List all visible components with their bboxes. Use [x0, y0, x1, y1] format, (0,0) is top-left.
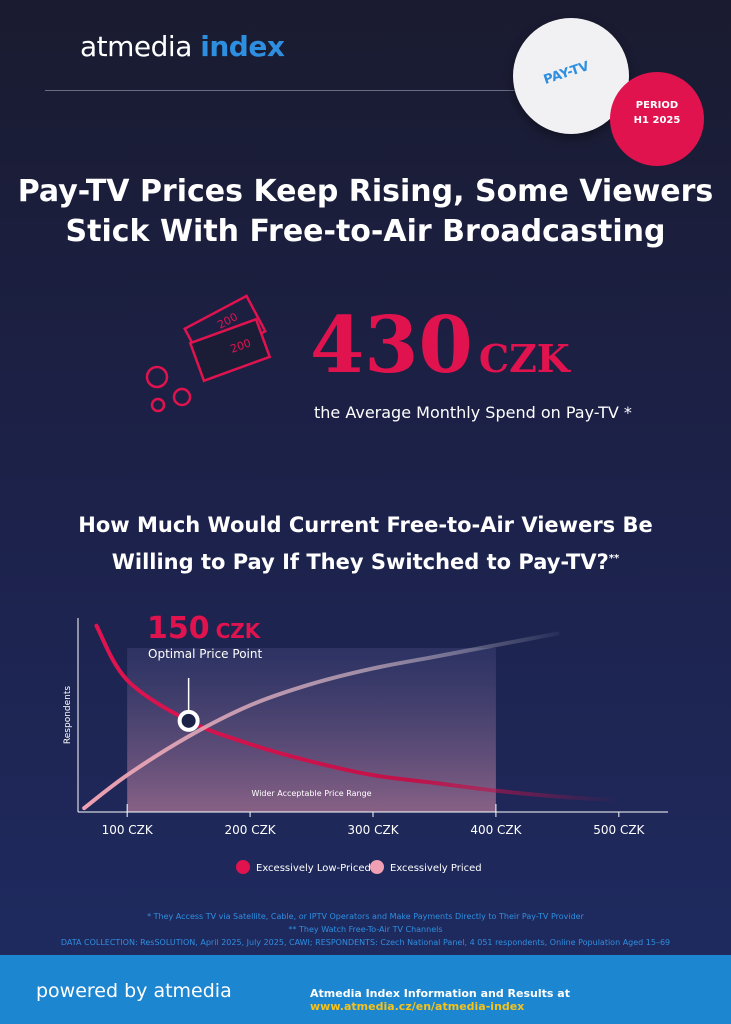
- highlight-caption: the Average Monthly Spend on Pay-TV *: [314, 403, 632, 422]
- optimal-number: 150: [147, 611, 210, 646]
- acceptable-range: [127, 648, 496, 812]
- highlight-value: 430: [310, 300, 473, 391]
- x-tick-label: 400 CZK: [470, 823, 522, 837]
- legend-swatch: [236, 860, 250, 874]
- y-axis-label: Respondents: [63, 686, 73, 744]
- badge-text: PAY-TV: [541, 59, 592, 88]
- footer-link[interactable]: www.atmedia.cz/en/atmedia-index: [310, 1000, 525, 1013]
- money-icon: 200 200: [145, 294, 272, 413]
- info-text: Atmedia Index Information and Results at: [310, 987, 570, 1000]
- optimal-unit: CZK: [216, 619, 262, 643]
- footnote: DATA COLLECTION: ResSOLUTION, April 2025…: [60, 938, 671, 947]
- series-line: [82, 631, 560, 811]
- highlight: 430 CZK: [310, 300, 570, 391]
- powered-by: powered by atmedia: [36, 980, 232, 1002]
- period-label: PERIOD: [635, 100, 679, 111]
- divider: [45, 90, 525, 91]
- logo: atmedia index: [80, 30, 285, 63]
- legend-label: Excessively Low-Priced: [256, 863, 371, 874]
- period-badge: PERIOD H1 2025: [610, 72, 704, 166]
- chart-title: How Much Would Current Free-to-Air Viewe…: [78, 513, 653, 574]
- brand: atmedia: [80, 30, 192, 63]
- x-tick-label: 200 CZK: [224, 823, 276, 837]
- legend-label: Excessively Priced: [390, 863, 482, 874]
- optimal-value: 150 CZK: [147, 611, 262, 646]
- product: index: [200, 30, 285, 63]
- headline-line: Pay-TV Prices Keep Rising, Some Viewers: [17, 174, 714, 209]
- footnote: ** They Watch Free-To-Air TV Channels: [288, 925, 443, 934]
- powered-text: powered by: [36, 980, 148, 1002]
- range-label: Wider Acceptable Price Range: [251, 789, 371, 798]
- headline-line: Stick With Free-to-Air Broadcasting: [65, 214, 666, 249]
- footnotes: * They Access TV via Satellite, Cable, o…: [0, 910, 731, 949]
- period: H1 2025: [633, 115, 681, 126]
- headline: Pay-TV Prices Keep Rising, Some Viewers S…: [0, 172, 731, 252]
- legend-swatch: [370, 860, 384, 874]
- footer: [0, 955, 731, 1024]
- highlight-unit: CZK: [478, 336, 570, 381]
- chart: Respondents Wider Acceptable Price Range…: [63, 611, 668, 874]
- series-line: [94, 623, 621, 803]
- optimal-label: Optimal Price Point: [148, 647, 262, 661]
- footer-brand: atmedia: [153, 980, 232, 1002]
- chart-title-note: **: [608, 553, 620, 564]
- x-tick-label: 500 CZK: [593, 823, 645, 837]
- optimal-point: [177, 709, 200, 732]
- footnote: * They Access TV via Satellite, Cable, o…: [147, 912, 584, 921]
- x-tick-label: 300 CZK: [347, 823, 399, 837]
- chart-title-box: How Much Would Current Free-to-Air Viewe…: [60, 508, 671, 579]
- x-tick-label: 100 CZK: [102, 823, 154, 837]
- footer-info: Atmedia Index Information and Results at…: [310, 987, 731, 1013]
- badge: PAY-TV: [513, 18, 629, 134]
